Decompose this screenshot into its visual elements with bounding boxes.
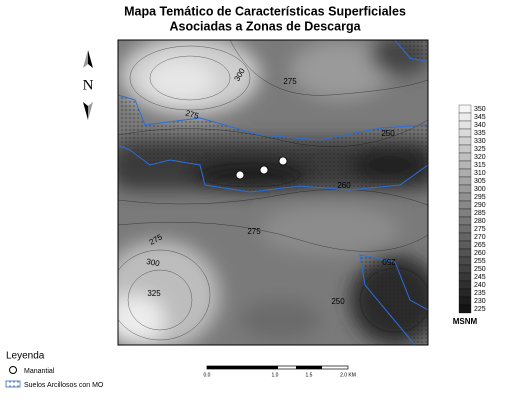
colorbar-label: 305 <box>474 178 486 185</box>
colorbar-swatch <box>458 224 472 234</box>
contour-label: 250 <box>382 257 396 266</box>
colorbar-label: 280 <box>474 218 486 225</box>
contour-label: 300 <box>146 257 161 268</box>
legend-soil-symbol <box>5 380 21 388</box>
colorbar-label: 335 <box>474 130 486 137</box>
colorbar-swatch <box>458 280 472 290</box>
colorbar-swatch <box>458 248 472 258</box>
colorbar-swatch <box>458 184 472 194</box>
scale-label: 0.0 <box>204 372 211 378</box>
north-arrow: N <box>83 50 94 120</box>
contour-label: 275 <box>283 77 297 86</box>
legend-title: Leyenda <box>6 351 45 362</box>
colorbar-swatch <box>458 112 472 122</box>
contour-label: 260 <box>337 181 351 190</box>
colorbar-label: 330 <box>474 138 486 145</box>
colorbar-label: 235 <box>474 290 486 297</box>
colorbar-unit: MSNM <box>453 317 478 326</box>
north-label: N <box>83 77 94 93</box>
colorbar-label: 270 <box>474 234 486 241</box>
colorbar-swatch <box>458 168 472 178</box>
colorbar-label: 310 <box>474 170 486 177</box>
colorbar-label: 260 <box>474 250 486 257</box>
colorbar-label: 240 <box>474 282 486 289</box>
colorbar-swatch <box>458 296 472 306</box>
colorbar-swatch <box>458 288 472 298</box>
colorbar-swatch <box>458 104 472 114</box>
colorbar-swatch <box>458 128 472 138</box>
contour-label: 325 <box>147 289 161 298</box>
colorbar-label: 295 <box>474 194 486 201</box>
title-line-1: Mapa Temático de Características Superfi… <box>124 4 406 18</box>
colorbar-swatch <box>458 144 472 154</box>
colorbar-swatch <box>458 304 472 314</box>
colorbar-swatch <box>458 176 472 186</box>
colorbar-label: 290 <box>474 202 486 209</box>
colorbar-swatch <box>458 136 472 146</box>
contour-label: 250 <box>331 297 345 306</box>
colorbar-label: 340 <box>474 122 486 129</box>
colorbar-swatch <box>458 200 472 210</box>
legend-item: Suelos Arcillosos con MO <box>24 382 104 389</box>
legend-spring-symbol <box>9 366 17 374</box>
scale-label: 1.5 <box>306 372 313 378</box>
colorbar-swatch <box>458 240 472 250</box>
scale-label: 1.0 <box>272 372 279 378</box>
colorbar: 3503453403353303253203153103053002952902… <box>458 104 486 314</box>
colorbar-label: 250 <box>474 266 486 273</box>
scale-label: 2.0 KM <box>340 372 356 378</box>
colorbar-swatch <box>458 160 472 170</box>
colorbar-swatch <box>458 152 472 162</box>
colorbar-label: 345 <box>474 114 486 121</box>
colorbar-label: 350 <box>474 106 486 113</box>
scale-bar: 0.0 1.0 1.5 2.0 KM <box>204 365 356 378</box>
title-line-2: Asociadas a Zonas de Descarga <box>169 19 361 33</box>
colorbar-swatch <box>458 232 472 242</box>
colorbar-label: 255 <box>474 258 486 265</box>
contour-label: 250 <box>381 129 395 138</box>
colorbar-swatch <box>458 264 472 274</box>
colorbar-swatch <box>458 192 472 202</box>
colorbar-swatch <box>458 208 472 218</box>
colorbar-label: 265 <box>474 242 486 249</box>
colorbar-label: 325 <box>474 146 486 153</box>
colorbar-label: 315 <box>474 162 486 169</box>
colorbar-label: 230 <box>474 298 486 305</box>
contour-label: 275 <box>247 227 261 236</box>
colorbar-label: 320 <box>474 154 486 161</box>
colorbar-label: 285 <box>474 210 486 217</box>
legend-item: Manantial <box>24 368 55 375</box>
contour-label: 275 <box>184 109 200 121</box>
colorbar-swatch <box>458 256 472 266</box>
colorbar-label: 275 <box>474 226 486 233</box>
colorbar-swatch <box>458 216 472 226</box>
map-frame <box>117 39 429 346</box>
colorbar-label: 245 <box>474 274 486 281</box>
colorbar-swatch <box>458 120 472 130</box>
colorbar-swatch <box>458 272 472 282</box>
colorbar-label: 225 <box>474 306 486 313</box>
colorbar-label: 300 <box>474 186 486 193</box>
